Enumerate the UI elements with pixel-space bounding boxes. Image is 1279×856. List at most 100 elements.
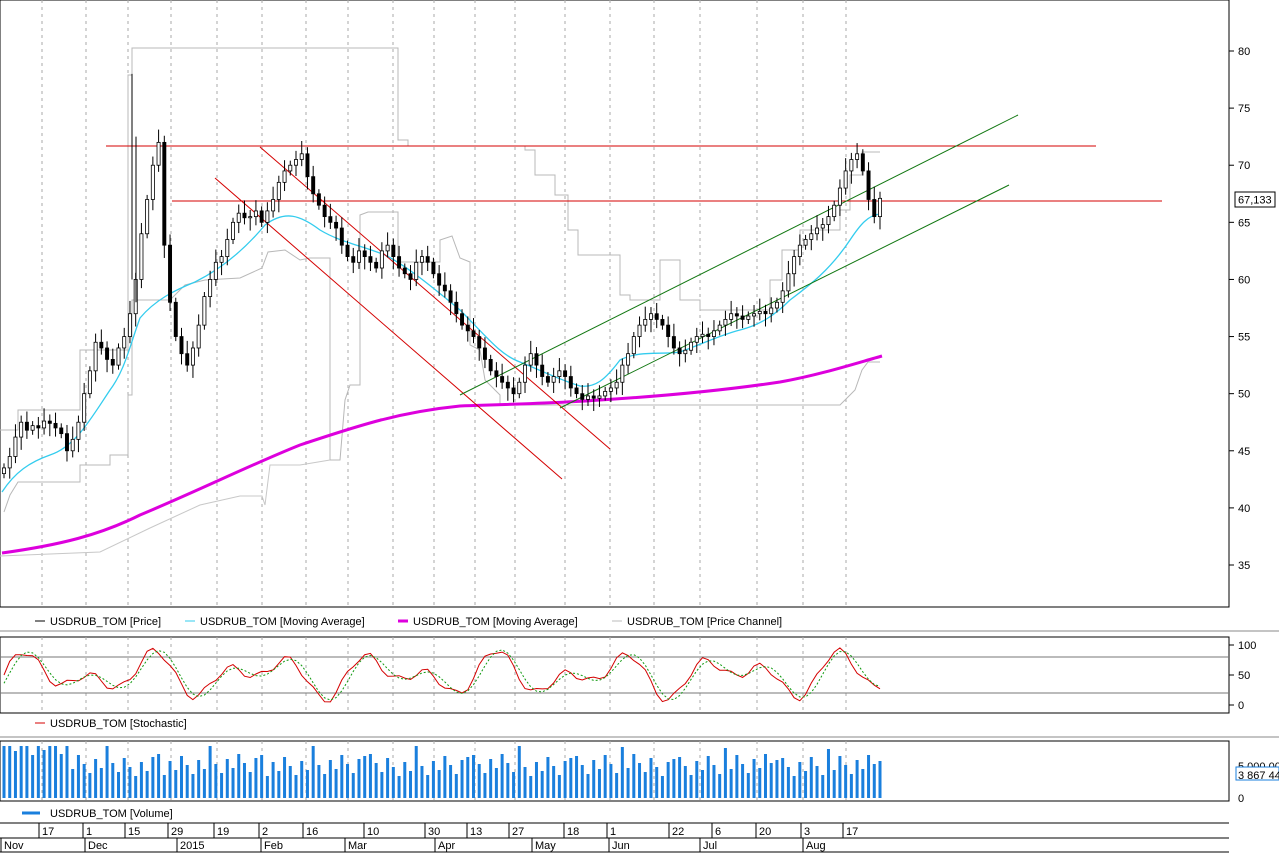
candle-body	[774, 301, 779, 309]
volume-bar	[861, 769, 865, 798]
candle-body	[305, 153, 310, 178]
candle-body	[586, 395, 590, 400]
candle-body	[156, 141, 161, 166]
stochastic-tick-label: 50	[1238, 670, 1250, 682]
volume-bar	[283, 757, 287, 798]
candle-body	[2, 467, 6, 475]
candle-body	[626, 353, 631, 366]
month-label: Jul	[703, 840, 717, 852]
price-axis: 35 40 45 50 55 60 65 70 75 80	[1229, 46, 1250, 572]
current-price-box	[1234, 191, 1276, 208]
volume-bar	[752, 759, 756, 798]
candle-body	[202, 296, 207, 326]
volume-bar	[775, 760, 779, 798]
volume-bar	[157, 754, 161, 798]
volume-bar	[237, 754, 241, 798]
candle-body	[408, 273, 413, 280]
candle-body	[42, 420, 47, 429]
volume-bar	[59, 754, 63, 798]
candle-body	[683, 349, 688, 355]
legend-label: USDRUB_TOM [Moving Average]	[413, 616, 578, 628]
candle-body	[47, 420, 52, 424]
price-tick-label: 65	[1238, 217, 1250, 229]
candle-body	[168, 244, 173, 303]
volume-bar	[294, 775, 298, 798]
day-label: 17	[846, 826, 858, 838]
day-label: 17	[42, 826, 54, 838]
candle-body	[797, 244, 802, 258]
volume-bar	[821, 775, 825, 798]
candle-body	[723, 319, 728, 326]
date-axis: 17 1 15 29 19 2 16 10 30 13 27 18 1 22 6 20 3 17 Nov Dec 201…	[0, 823, 858, 852]
candle-body	[488, 358, 493, 372]
volume-bar	[826, 749, 830, 798]
candle-body	[362, 250, 367, 257]
candle-body	[717, 324, 722, 332]
candle-body	[351, 256, 356, 263]
candle-body	[729, 313, 734, 320]
candle-body	[271, 199, 276, 212]
month-label: Jun	[612, 840, 630, 852]
day-label: 2	[262, 826, 268, 838]
day-label: 27	[512, 826, 524, 838]
candle-body	[711, 330, 716, 337]
candle-body	[769, 307, 774, 315]
month-label: Dec	[88, 840, 108, 852]
month-label: Feb	[264, 840, 283, 852]
candle-body	[689, 341, 694, 351]
volume-bar	[552, 766, 556, 798]
volume-bar	[838, 756, 842, 798]
volume-bar	[185, 765, 189, 798]
candle-body	[855, 153, 860, 160]
candle-body	[299, 153, 304, 160]
candle-body	[276, 181, 281, 200]
candle-body	[700, 333, 705, 337]
volume-bar	[2, 746, 6, 798]
candle-body	[288, 164, 293, 172]
day-label: 6	[715, 826, 721, 838]
candle-body	[374, 261, 379, 269]
volume-bar	[781, 758, 785, 798]
candle-body	[746, 315, 751, 320]
volume-bar	[855, 760, 859, 798]
day-label: 10	[367, 826, 379, 838]
day-label: 18	[567, 826, 579, 838]
volume-bar	[225, 759, 229, 798]
volume-bar	[403, 762, 407, 798]
volume-bar	[494, 768, 498, 798]
candle-body	[460, 313, 465, 326]
candle-body	[145, 199, 150, 235]
candle-body	[402, 267, 407, 275]
day-label: 30	[428, 826, 440, 838]
volume-bar	[792, 776, 796, 798]
volume-bar	[414, 746, 418, 798]
candle-body	[36, 425, 41, 429]
candle-body	[259, 210, 264, 223]
volume-bar	[666, 762, 670, 798]
candle-body	[820, 224, 825, 229]
candle-body	[219, 256, 224, 263]
volume-bar	[111, 763, 115, 798]
candle-body	[385, 244, 390, 252]
volume-bar	[31, 755, 35, 798]
candle-body	[334, 221, 339, 229]
candle-body	[414, 261, 419, 280]
day-label: 1	[610, 826, 616, 838]
candle-body	[13, 436, 18, 457]
candle-body	[322, 204, 327, 218]
candle-body	[763, 311, 768, 315]
volume-bar	[76, 755, 80, 798]
volume-bar	[368, 754, 372, 798]
volume-bar	[500, 754, 504, 798]
price-tick-label: 35	[1238, 560, 1250, 572]
price-tick-label: 45	[1238, 446, 1250, 458]
month-label: Aug	[806, 840, 826, 852]
candle-body	[597, 395, 602, 399]
volume-bar	[437, 770, 441, 798]
volume-bar	[260, 755, 264, 798]
volume-bar	[609, 764, 613, 798]
volume-bar	[179, 756, 183, 798]
candle-body	[534, 353, 539, 366]
candle-body	[225, 239, 230, 257]
volume-bar	[592, 760, 596, 798]
